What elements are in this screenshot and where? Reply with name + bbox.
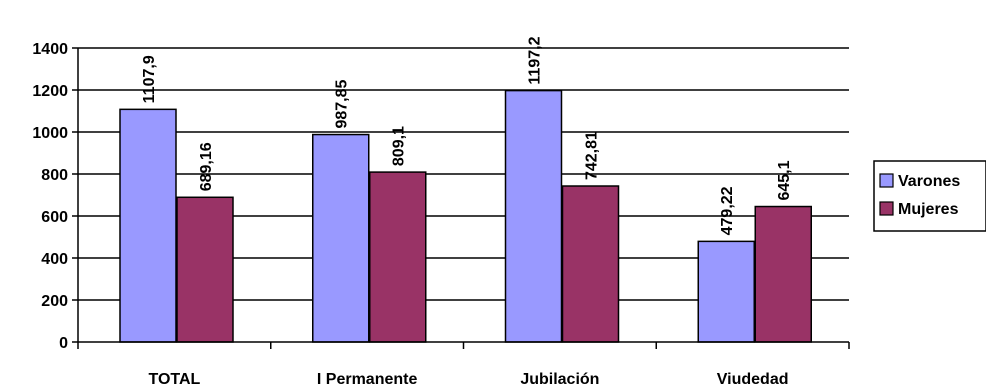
y-tick-label: 1400: [32, 41, 68, 58]
bar-varones-4: [697, 240, 755, 343]
y-tick-label: 600: [41, 209, 68, 226]
category-labels: TOTAL I Permanente Jubilación Viudedad: [148, 371, 789, 388]
data-label: 645,1: [776, 160, 793, 200]
category-label: Viudedad: [717, 371, 789, 387]
y-tick-label: 800: [41, 167, 68, 184]
y-tick-label: 200: [41, 293, 68, 310]
legend-box: [873, 160, 986, 232]
legend: Varones Mujeres: [873, 160, 986, 232]
y-tick-label: 400: [41, 251, 68, 268]
bar-varones-2: [312, 133, 370, 343]
bars: [119, 89, 812, 343]
y-tick-labels: 0 200 400 600 800 1000 1200 1400: [32, 41, 68, 352]
axes: [72, 47, 850, 349]
data-label: 479,22: [719, 186, 736, 235]
y-tick-label: 1000: [32, 125, 68, 142]
bar-varones-1: [119, 108, 177, 343]
legend-swatch-varones: [879, 173, 894, 188]
data-label: 1197,2: [527, 36, 544, 84]
y-tick-label: 1200: [32, 83, 68, 100]
legend-swatch-mujeres: [879, 201, 894, 216]
data-labels: 1107,9 689,16 987,85 809,1 1197,2 742,81 479,2…: [141, 36, 793, 235]
y-tick-label: 0: [59, 335, 68, 352]
data-label: 987,85: [334, 80, 351, 129]
bar-mujeres-4: [754, 205, 812, 343]
legend-label-mujeres: Mujeres: [898, 201, 959, 218]
category-label: Jubilación: [520, 371, 599, 387]
category-label: TOTAL: [148, 371, 200, 387]
bar-varones-3: [504, 89, 563, 343]
data-label: 742,81: [584, 131, 601, 180]
legend-label-varones: Varones: [898, 173, 960, 190]
bar-mujeres-1: [176, 196, 234, 343]
bar-mujeres-2: [369, 171, 427, 343]
category-label: I Permanente: [317, 371, 418, 387]
data-label: 1107,9: [141, 55, 158, 103]
data-label: 809,1: [391, 126, 408, 166]
data-label: 689,16: [198, 142, 215, 191]
bar-mujeres-3: [561, 185, 620, 343]
